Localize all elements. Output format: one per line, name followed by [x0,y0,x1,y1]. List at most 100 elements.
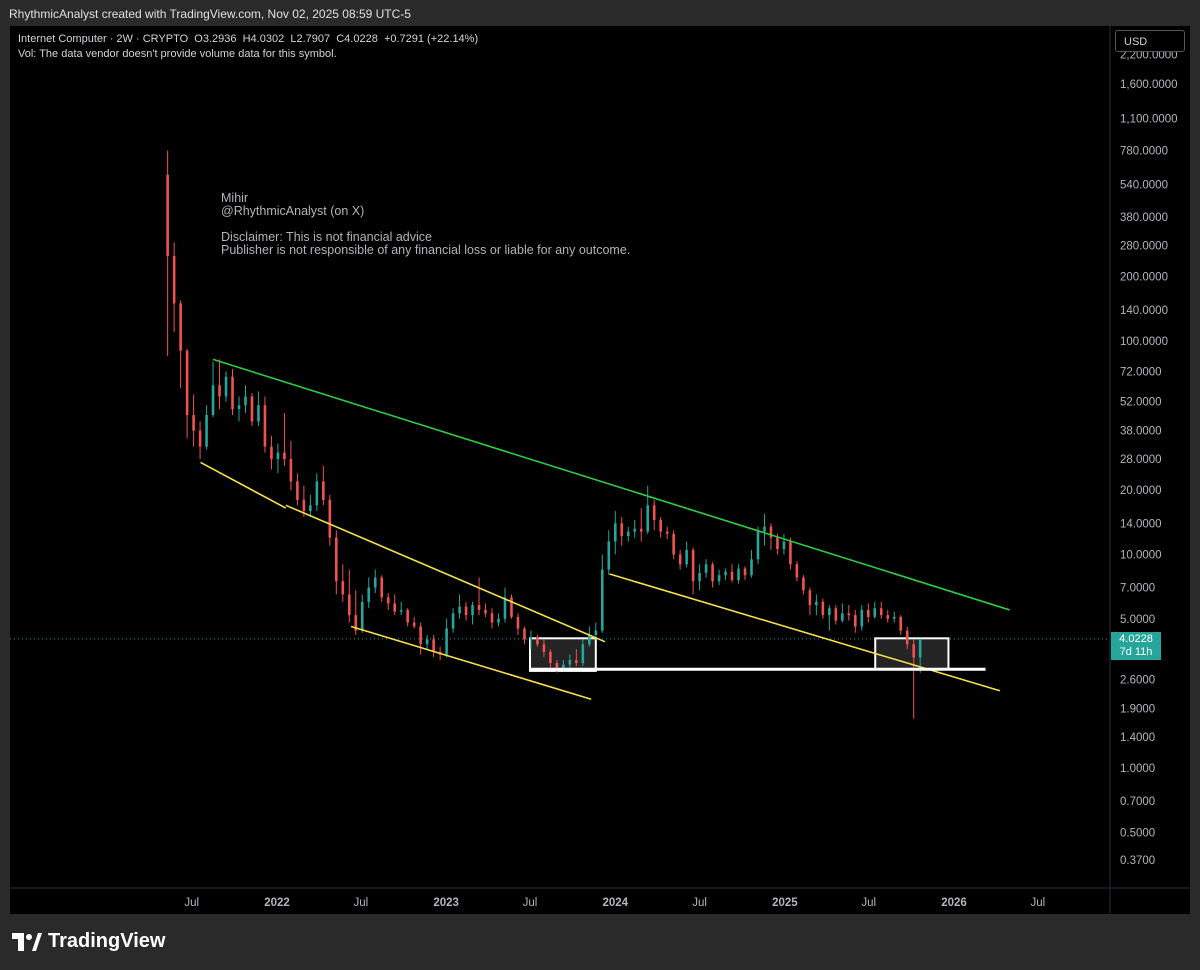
candle-body [250,396,254,422]
candle [879,601,883,619]
candle [789,537,792,570]
candle-body [581,644,585,664]
y-tick-label: 7.0000 [1120,583,1155,595]
candle [367,577,371,609]
candle-body [704,564,708,573]
candle-body [185,350,189,416]
candle-body [224,376,228,397]
x-tick-label: Jul [523,897,538,909]
candle-body [912,644,915,658]
y-tick-label: 2.6000 [1120,674,1155,686]
candle [860,605,864,631]
candle-body [646,505,650,532]
candle-body [425,639,429,645]
candle-body [698,572,701,582]
candle [373,569,377,594]
candle-body [549,651,552,664]
watermark-line: Publisher is not responsible of any fina… [221,243,631,257]
candle-body [380,577,384,598]
candle-body [172,256,176,304]
candle-body [847,613,851,616]
last-price-badge: 4.0228 7d 11h [1111,632,1161,660]
candle [393,594,396,616]
candle-body [750,559,753,576]
candle [484,603,487,617]
candle-body [192,415,195,431]
candle-body [276,452,280,460]
candle-body [451,613,455,629]
candle-body [802,577,805,591]
candle-body [711,564,714,582]
candle-body [471,605,474,616]
candle-body [866,609,870,617]
candle-body [516,616,520,629]
y-tick-label: 1,600.0000 [1120,79,1178,91]
candle-body [367,587,371,602]
candle-body [289,459,293,482]
candle-body [633,528,637,532]
candle [516,613,520,635]
x-tick-label: 2024 [602,897,628,909]
candle [497,613,500,627]
candle [769,523,773,550]
candle-body [730,571,734,580]
candle [211,361,215,418]
candle [704,559,708,578]
legend-change: +0.7291 (+22.14%) [383,33,479,45]
candle-body [782,541,786,550]
candle [808,587,812,616]
candle-body [458,606,461,614]
candle [698,564,701,591]
candle [302,485,306,517]
candle [763,513,766,546]
currency-button[interactable]: USD [1115,30,1185,52]
y-tick-label: 14.0000 [1120,518,1162,530]
candle-body [600,569,604,631]
y-tick-label: 0.7000 [1120,796,1155,808]
candle [477,577,481,616]
candle-body [685,549,688,565]
chart-frame[interactable] [10,26,1190,914]
candle-body [795,564,799,578]
y-tick-label: 38.0000 [1120,426,1162,438]
candle-body [510,597,513,617]
y-tick-label: 28.0000 [1120,454,1162,466]
candle-body [815,601,818,606]
candle [685,541,688,568]
candle [795,561,799,582]
candle-body [763,526,766,532]
y-tick-label: 52.0000 [1120,397,1162,409]
candle [841,603,844,623]
resistance-trendline [212,358,1010,611]
y-tick-label: 380.0000 [1120,212,1168,224]
candle-body [737,568,740,580]
candle-body [691,549,695,582]
candle [458,594,461,619]
candle-body [302,499,306,511]
y-tick-label: 20.0000 [1120,485,1162,497]
header-bar: RhythmicAnalyst created with TradingView… [0,0,1200,26]
candle [250,393,254,426]
candle-body [179,303,182,351]
candle-body [594,630,598,635]
candle [347,569,351,623]
candle-body [503,597,507,619]
tradingview-logo[interactable]: TradingView [12,930,165,953]
chart-svg[interactable]: 2,200.0000 1,600.0000 1,100.0000 780.0000 54… [10,26,1190,914]
candle [905,626,909,650]
candle [717,569,721,585]
candle [536,634,539,647]
y-tick-label: 10.0000 [1120,550,1162,562]
tradingview-brand: TradingView [48,930,166,952]
candle [471,601,474,625]
candle [172,242,176,333]
y-tick-label: 5.0000 [1120,614,1155,626]
candle [335,530,338,595]
candle-body [905,630,909,645]
candle [503,587,507,623]
candle [322,465,325,506]
candle [886,609,890,623]
candle-body [620,523,624,537]
legend-open: O3.2936 [194,33,237,45]
candle [646,485,650,534]
